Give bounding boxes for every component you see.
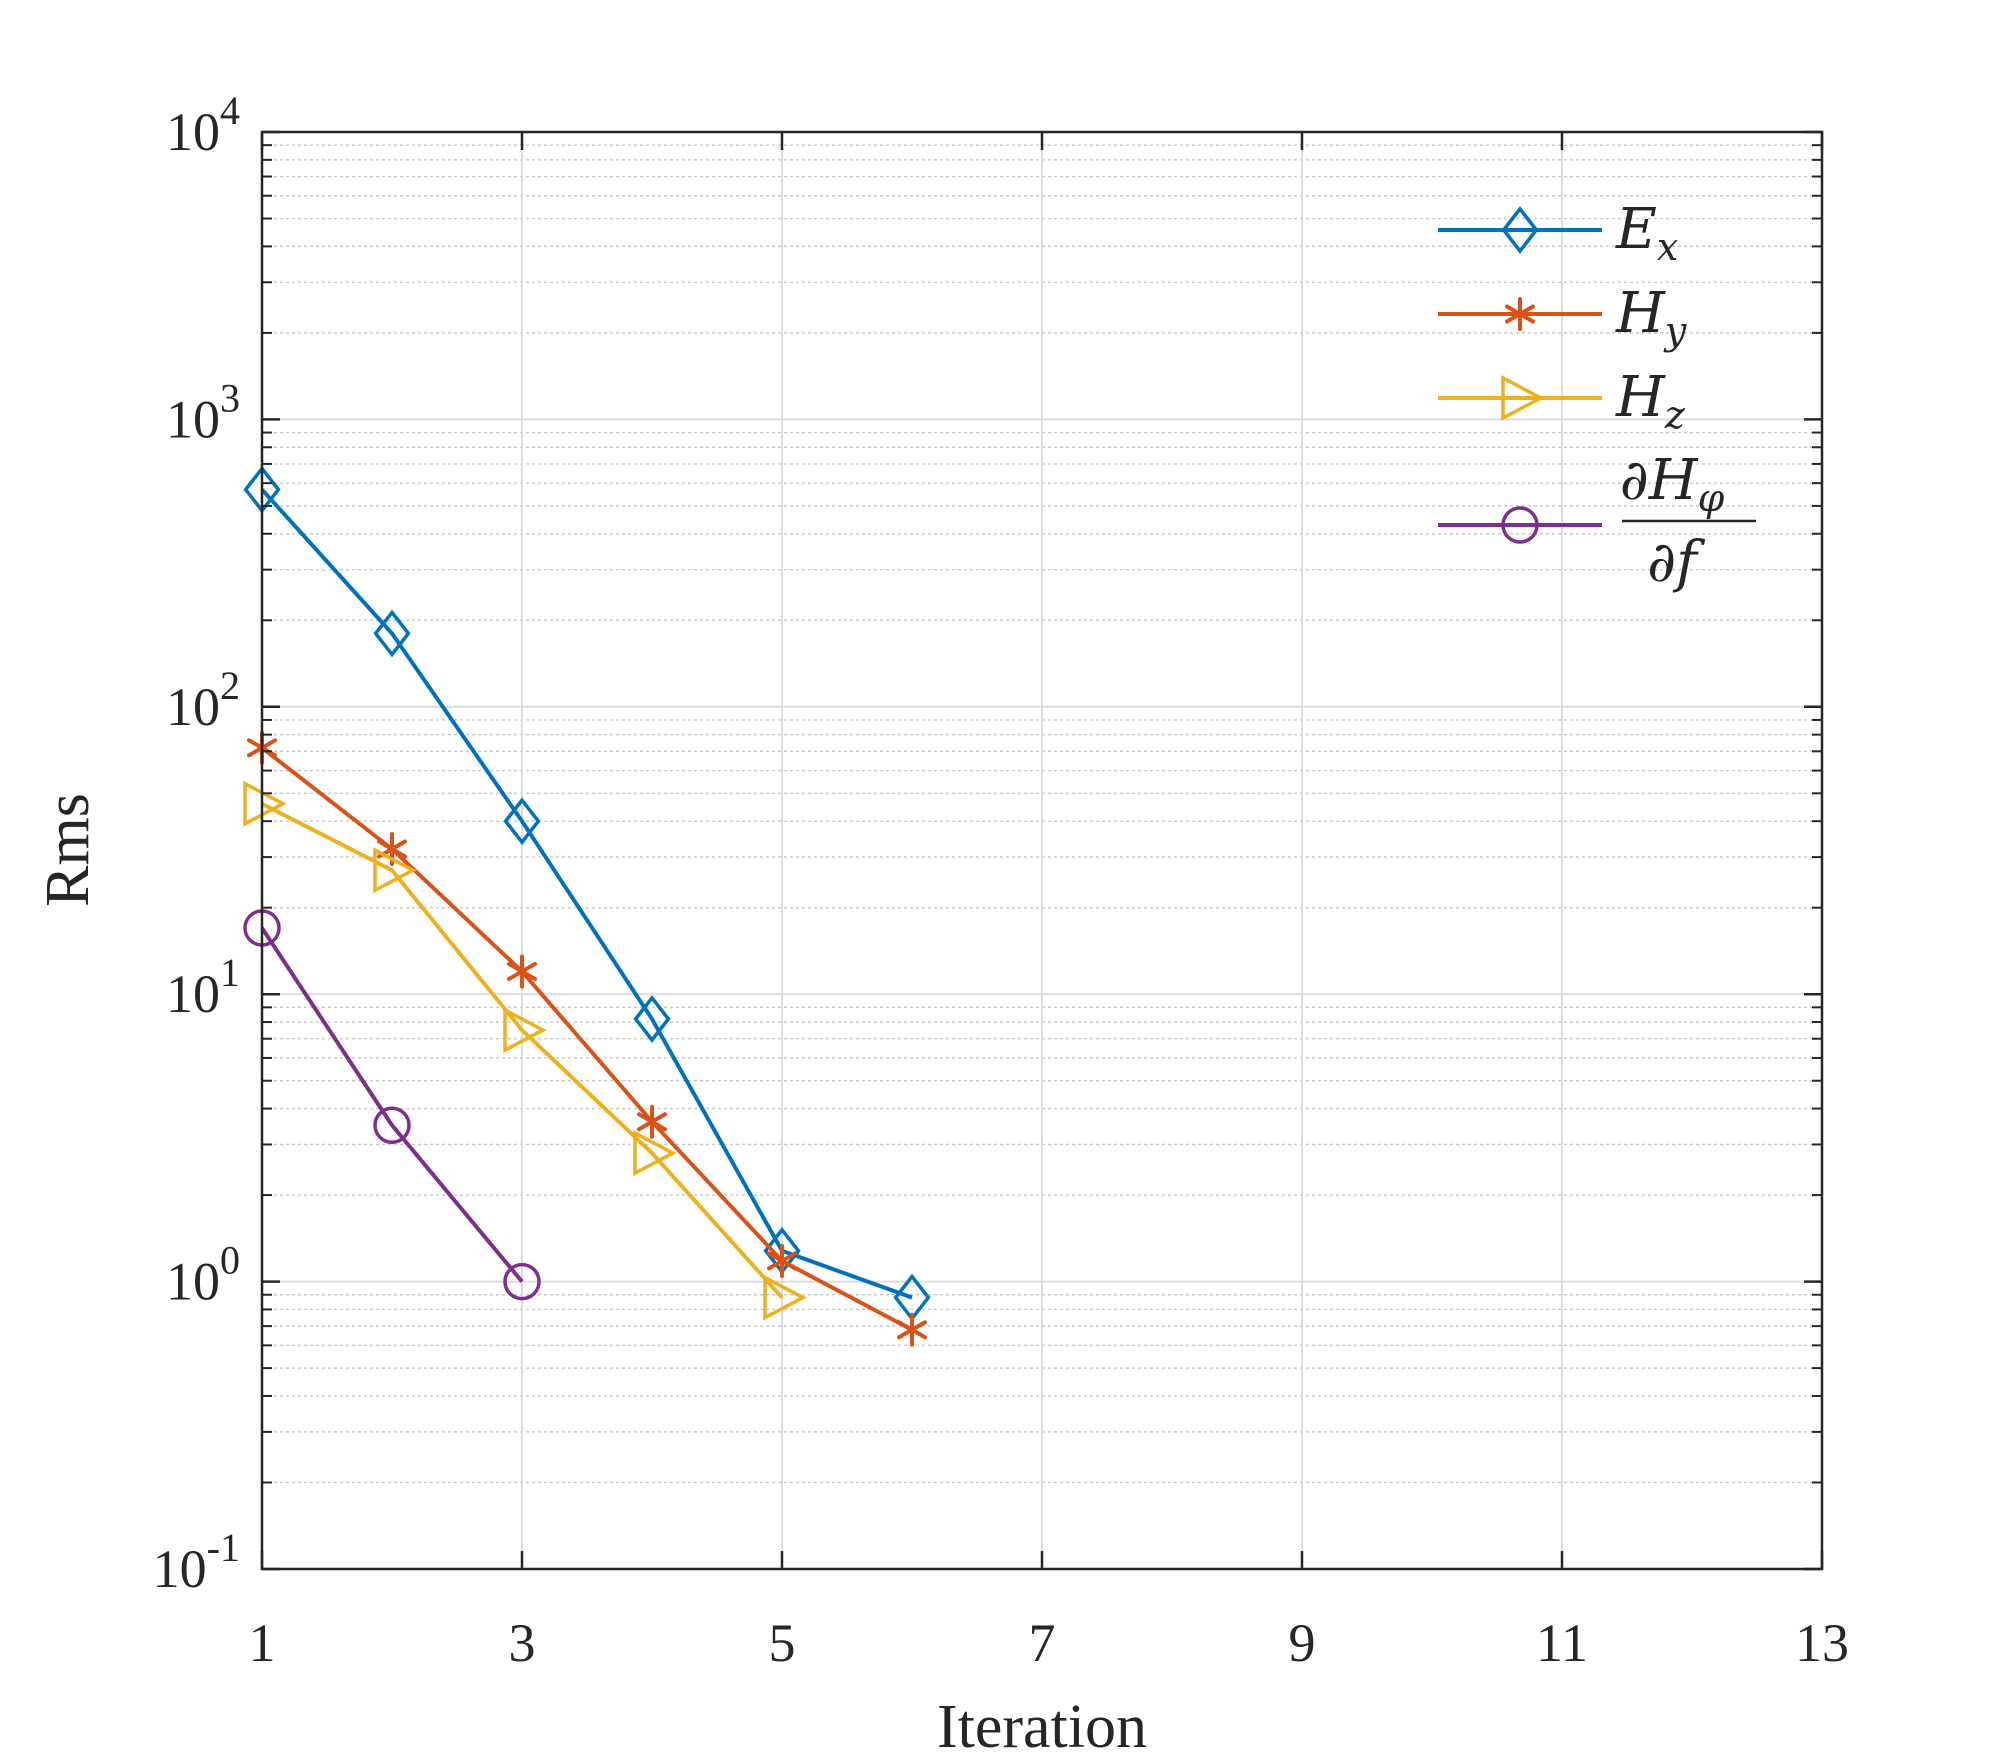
x-tick-labels: 1 3 5 7 9 11 13: [249, 1613, 1850, 1673]
series-e-x: [243, 465, 931, 1322]
asterisk-marker: [767, 1243, 797, 1278]
legend-item: ∂Hφ ∂f: [1438, 448, 1756, 595]
asterisk-stroke: [377, 839, 407, 859]
legend-item: Hy: [1438, 281, 1687, 353]
legend: Ex Hy Hz ∂Hφ ∂f: [1438, 197, 1756, 595]
triangle-marker: [503, 1007, 547, 1054]
y-axis-label: Rms: [34, 793, 102, 907]
y-tick-label: 100: [166, 1238, 240, 1312]
circle-marker: [1501, 506, 1539, 544]
asterisk-marker: [507, 954, 537, 989]
series-line: [260, 488, 913, 1300]
legend-label: Hz: [1615, 365, 1686, 437]
circle-marker: [373, 1106, 411, 1144]
y-tick-labels: 10-1 100 101 102 103 104: [153, 88, 240, 1599]
x-tick-label: 3: [509, 1613, 536, 1673]
diamond-marker: [633, 995, 671, 1043]
series-line: [261, 801, 784, 1299]
y-tick-label: 103: [166, 375, 240, 449]
x-tick-label: 9: [1289, 1613, 1316, 1673]
legend-label-numerator: ∂Hφ: [1620, 448, 1725, 520]
triangle-marker: [763, 1274, 807, 1321]
series-layer: [243, 465, 931, 1347]
y-tick-label: 101: [166, 950, 240, 1024]
diamond-marker: [1501, 206, 1539, 254]
diamond-marker: [503, 797, 541, 846]
legend-label: Hy: [1615, 281, 1687, 353]
major-grid: [262, 132, 1822, 1569]
y-tick-label: 102: [166, 663, 240, 737]
asterisk-stroke: [767, 1251, 797, 1271]
series-line: [260, 926, 524, 1283]
asterisk-stroke: [897, 1320, 927, 1340]
circle-marker: [503, 1262, 541, 1301]
legend-item: Hz: [1438, 365, 1686, 437]
y-tick-label: 104: [166, 88, 240, 162]
series-h-φ: [243, 909, 541, 1301]
x-tick-label: 5: [769, 1613, 796, 1673]
asterisk-marker: [637, 1104, 667, 1139]
triangle-marker: [373, 847, 417, 894]
asterisk-marker: [897, 1312, 927, 1347]
asterisk-marker: [1505, 297, 1535, 331]
legend-item: Ex: [1438, 197, 1678, 269]
x-tick-label: 7: [1029, 1613, 1056, 1673]
legend-label: Ex: [1615, 197, 1678, 269]
triangle-marker: [633, 1130, 677, 1176]
x-tick-label: 13: [1795, 1613, 1849, 1673]
legend-label-denominator: ∂f: [1647, 530, 1706, 595]
asterisk-stroke: [637, 1112, 667, 1132]
series-line: [260, 746, 913, 1332]
x-axis-label: Iteration: [937, 1693, 1147, 1754]
axis-ticks: [260, 130, 1824, 1571]
asterisk-stroke: [1505, 304, 1535, 324]
x-tick-label: 1: [249, 1613, 276, 1673]
asterisk-stroke: [507, 961, 537, 981]
x-tick-label: 11: [1536, 1613, 1588, 1673]
y-tick-label: 10-1: [153, 1525, 240, 1599]
diamond-marker: [373, 609, 411, 658]
triangle-marker: [1501, 375, 1545, 421]
